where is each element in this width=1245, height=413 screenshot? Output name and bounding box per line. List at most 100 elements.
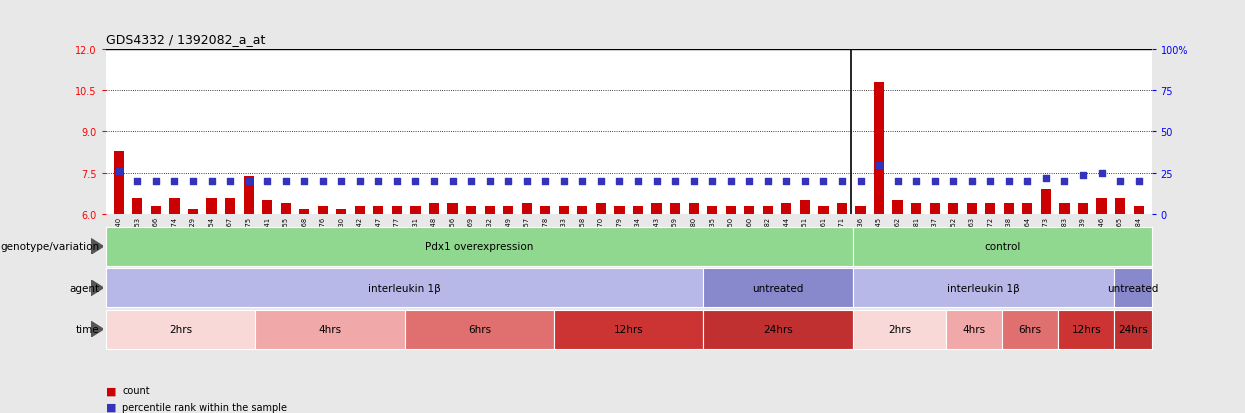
Bar <box>1133 206 1144 215</box>
Bar <box>1097 198 1107 215</box>
Bar <box>614 206 625 215</box>
Text: interleukin 1β: interleukin 1β <box>369 283 441 293</box>
Bar <box>911 204 921 215</box>
Point <box>777 178 797 185</box>
Text: agent: agent <box>70 283 100 293</box>
Bar <box>855 206 865 215</box>
Text: 12hrs: 12hrs <box>1072 324 1101 335</box>
Point <box>962 178 982 185</box>
Text: 2hrs: 2hrs <box>888 324 911 335</box>
Bar <box>169 198 179 215</box>
Point <box>1111 178 1130 185</box>
Bar <box>244 176 254 215</box>
Point <box>869 162 889 169</box>
Text: GDS4332 / 1392082_a_at: GDS4332 / 1392082_a_at <box>106 33 265 45</box>
Point <box>1092 170 1112 177</box>
Bar <box>1059 204 1069 215</box>
Bar <box>726 206 736 215</box>
Text: untreated: untreated <box>1107 283 1159 293</box>
Bar <box>745 206 754 215</box>
Point <box>646 178 666 185</box>
Point <box>1073 172 1093 178</box>
Point <box>554 178 574 185</box>
Bar <box>503 206 513 215</box>
Bar <box>151 206 161 215</box>
Bar <box>280 204 291 215</box>
Point <box>1129 178 1149 185</box>
Bar <box>966 204 977 215</box>
Point <box>740 178 759 185</box>
Point <box>498 178 518 185</box>
Text: 2hrs: 2hrs <box>169 324 192 335</box>
Bar <box>430 204 439 215</box>
Point <box>535 178 555 185</box>
Bar <box>837 204 847 215</box>
Point <box>684 178 703 185</box>
Bar <box>632 206 644 215</box>
Bar <box>670 204 680 215</box>
Point <box>258 178 278 185</box>
Text: percentile rank within the sample: percentile rank within the sample <box>122 402 288 412</box>
Point <box>1017 178 1037 185</box>
Polygon shape <box>91 280 103 296</box>
Text: control: control <box>984 242 1021 252</box>
Point <box>127 178 147 185</box>
Text: 4hrs: 4hrs <box>319 324 341 335</box>
Bar <box>522 204 532 215</box>
Text: 24hrs: 24hrs <box>763 324 793 335</box>
Point <box>610 178 630 185</box>
Text: 12hrs: 12hrs <box>614 324 644 335</box>
Bar <box>113 152 125 215</box>
Bar <box>949 204 959 215</box>
Point <box>239 178 259 185</box>
Point <box>312 178 332 185</box>
Bar <box>874 83 884 215</box>
Point <box>813 178 833 185</box>
Bar <box>336 209 346 215</box>
Text: Pdx1 overexpression: Pdx1 overexpression <box>425 242 534 252</box>
Bar <box>392 206 402 215</box>
Bar <box>782 204 792 215</box>
Bar <box>799 201 810 215</box>
Bar <box>484 206 494 215</box>
Point <box>1055 178 1074 185</box>
Bar <box>1041 190 1051 215</box>
Point <box>369 178 388 185</box>
Bar <box>596 204 606 215</box>
Point <box>906 178 926 185</box>
Point <box>702 178 722 185</box>
Point <box>850 178 870 185</box>
Point <box>461 178 481 185</box>
Point <box>202 178 222 185</box>
Bar <box>466 206 476 215</box>
Bar <box>1116 198 1125 215</box>
Point <box>665 178 685 185</box>
Point <box>591 178 611 185</box>
Text: interleukin 1β: interleukin 1β <box>947 283 1020 293</box>
Bar <box>818 206 828 215</box>
Point <box>387 178 407 185</box>
Point <box>758 178 778 185</box>
Point <box>479 178 499 185</box>
Text: genotype/variation: genotype/variation <box>0 242 100 252</box>
Bar <box>540 206 550 215</box>
Bar <box>578 206 588 215</box>
Point <box>146 178 166 185</box>
Point <box>721 178 741 185</box>
Bar <box>355 206 365 215</box>
Point <box>944 178 964 185</box>
Bar <box>559 206 569 215</box>
Bar <box>299 209 309 215</box>
Bar <box>207 198 217 215</box>
Point <box>220 178 240 185</box>
Bar <box>1078 204 1088 215</box>
Bar <box>261 201 273 215</box>
Point <box>164 178 184 185</box>
Bar <box>374 206 383 215</box>
Point <box>331 178 351 185</box>
Bar <box>317 206 327 215</box>
Bar <box>930 204 940 215</box>
Bar <box>985 204 996 215</box>
Bar <box>893 201 903 215</box>
Point <box>925 178 945 185</box>
